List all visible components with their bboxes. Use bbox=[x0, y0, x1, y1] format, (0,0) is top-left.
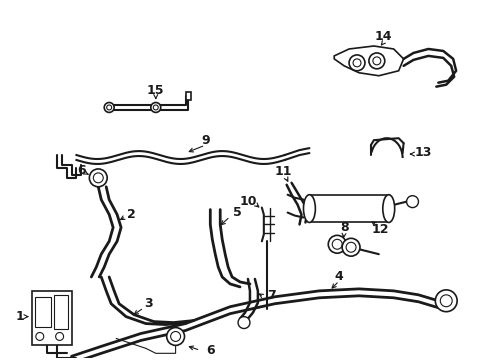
Circle shape bbox=[434, 290, 456, 312]
Bar bbox=[54, 295, 67, 329]
Bar bbox=[35, 297, 51, 327]
Bar bbox=[309, 195, 388, 222]
Circle shape bbox=[342, 238, 359, 256]
Circle shape bbox=[327, 235, 346, 253]
Circle shape bbox=[346, 242, 355, 252]
Circle shape bbox=[352, 59, 360, 67]
Circle shape bbox=[153, 105, 158, 110]
Circle shape bbox=[93, 173, 103, 183]
Text: 7: 7 bbox=[267, 289, 276, 302]
Circle shape bbox=[368, 53, 384, 69]
Text: 14: 14 bbox=[374, 30, 392, 42]
Polygon shape bbox=[333, 46, 403, 76]
Circle shape bbox=[170, 332, 180, 341]
Circle shape bbox=[56, 333, 63, 341]
Circle shape bbox=[439, 295, 451, 307]
Text: 5: 5 bbox=[232, 206, 241, 219]
Text: 8: 8 bbox=[339, 221, 348, 234]
Text: 13: 13 bbox=[414, 145, 431, 158]
Circle shape bbox=[106, 105, 111, 110]
Text: 6: 6 bbox=[77, 165, 85, 177]
Bar bbox=[32, 291, 71, 345]
Circle shape bbox=[331, 239, 342, 249]
Text: 6: 6 bbox=[205, 344, 214, 357]
Circle shape bbox=[36, 333, 43, 341]
Text: 12: 12 bbox=[371, 223, 389, 236]
Text: 4: 4 bbox=[334, 270, 343, 283]
Text: 1: 1 bbox=[16, 310, 24, 323]
Circle shape bbox=[372, 57, 380, 65]
Circle shape bbox=[166, 328, 184, 345]
Circle shape bbox=[150, 103, 161, 112]
Bar bbox=[185, 91, 191, 99]
Text: 2: 2 bbox=[126, 208, 135, 221]
Text: 10: 10 bbox=[239, 195, 256, 208]
Circle shape bbox=[238, 317, 249, 329]
Circle shape bbox=[348, 55, 364, 71]
Text: 11: 11 bbox=[274, 165, 292, 179]
Circle shape bbox=[406, 196, 418, 208]
Circle shape bbox=[89, 169, 107, 187]
Text: 9: 9 bbox=[201, 134, 209, 147]
Text: 15: 15 bbox=[147, 84, 164, 97]
Ellipse shape bbox=[382, 195, 394, 222]
Text: 3: 3 bbox=[144, 297, 153, 310]
Circle shape bbox=[104, 103, 114, 112]
Ellipse shape bbox=[303, 195, 315, 222]
